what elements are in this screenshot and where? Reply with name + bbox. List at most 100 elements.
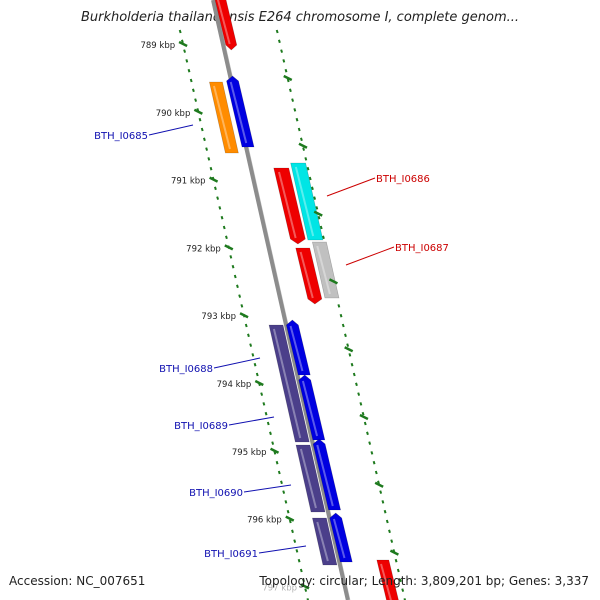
gene-bth-i0686-red [273, 167, 306, 245]
gene-bth-i0690-slate-shine [299, 448, 317, 509]
tick-dot [295, 117, 299, 122]
leader-line [243, 484, 292, 493]
tick-dot [255, 372, 259, 377]
tick-dot [379, 490, 383, 494]
ruler-label: 794 kbp [217, 380, 252, 390]
gene-label: BTH_I0685 [94, 131, 148, 142]
tick-dot [317, 215, 321, 220]
accession-text: Accession: NC_007651 [9, 574, 146, 588]
gene-bth-i0690-slate-body [295, 444, 326, 513]
major-tick [254, 379, 264, 387]
features-layer [209, 0, 399, 600]
tick-dot [178, 29, 182, 34]
tick-dot [297, 558, 301, 563]
ruler-label: 789 kbp [140, 41, 175, 51]
ruler-label: 795 kbp [232, 448, 267, 458]
tick-dot [220, 215, 224, 220]
tick-dot [275, 29, 279, 34]
tick-dot [286, 78, 290, 83]
tick-dot [306, 166, 310, 171]
major-tick [193, 108, 203, 115]
gene-bth-i0688-blue-shine [289, 325, 304, 372]
tick-dot [359, 402, 363, 406]
tick-dot [264, 411, 268, 416]
tick-dot [363, 421, 367, 426]
tick-dot [222, 225, 226, 230]
tick-dot [260, 392, 264, 396]
tick-dot [231, 264, 235, 269]
gene-bth-i0687-grey [312, 241, 340, 299]
tick-dot [315, 206, 319, 210]
tick-dot [339, 313, 343, 318]
gene-label: BTH_I0686 [376, 174, 430, 185]
tick-dot [366, 431, 369, 436]
map-title: Burkholderia thailandensis E264 chromoso… [80, 10, 520, 25]
major-tick [328, 278, 339, 285]
tick-dot [361, 411, 365, 416]
tick-dot [240, 304, 244, 308]
tick-dot [322, 235, 325, 240]
tick-dot [266, 421, 270, 426]
major-tick [313, 210, 323, 217]
gene-red-top-body [214, 0, 238, 51]
gene-bth-i0685-orange-body [209, 81, 239, 154]
tick-dot [299, 568, 303, 573]
tick-dot [203, 137, 206, 142]
gene-bth-i0691-slate-body [312, 517, 338, 566]
gene-bth-i0686-cyan [290, 162, 324, 241]
genome-summary: Topology: circular; Length: 3,809,201 bp… [259, 574, 589, 588]
gene-bth-i0691-blue-shine [332, 518, 346, 559]
major-tick [285, 515, 295, 522]
leader-line [326, 177, 376, 197]
tick-dot [297, 127, 301, 132]
gene-bth-i0686-cyan-shine [294, 166, 315, 237]
major-tick [300, 583, 310, 590]
tick-dot [374, 470, 378, 475]
tick-dot [229, 255, 233, 259]
tick-dot [249, 343, 253, 347]
tick-dot [394, 558, 398, 563]
tick-dot [251, 353, 255, 357]
gene-label: BTH_I0691 [204, 549, 258, 560]
tick-dot [280, 49, 284, 53]
gene-bth-i0688-slate-body [268, 324, 310, 443]
ruler-label: 790 kbp [156, 109, 191, 119]
gene-bth-i0686-red-shine [278, 171, 297, 239]
gene-bth-i0688-slate-shine [272, 328, 302, 439]
tick-dot [214, 186, 217, 191]
gene-bth-i0685-orange [209, 81, 239, 154]
tick-dot [225, 235, 228, 240]
gene-bth-i0691-slate [312, 517, 338, 566]
tick-dot [344, 333, 347, 338]
tick-dot [187, 68, 191, 73]
leader-line [345, 246, 395, 266]
gene-bth-i0687-grey-shine [316, 245, 331, 295]
tick-dot [355, 382, 358, 387]
gene-bth-i0691-blue-body [329, 512, 353, 563]
gene-label: BTH_I0689 [174, 421, 228, 432]
gene-bth-i0687-grey-body [312, 241, 340, 299]
leader-line [148, 124, 194, 136]
gene-bth-i0687-red-body [295, 247, 323, 305]
gene-bth-i0688-slate [268, 324, 310, 443]
tick-dot [313, 196, 317, 200]
tick-dot [399, 578, 402, 583]
gene-bth-i0685-blue-shine [229, 81, 248, 144]
gene-bth-i0685-orange-shine [213, 85, 231, 150]
tick-dot [200, 127, 204, 132]
tick-dot [194, 98, 198, 102]
tick-dot [383, 509, 387, 514]
gene-red-bottom [376, 559, 399, 600]
leader-line [258, 545, 307, 554]
tick-dot [280, 480, 283, 485]
gene-bth-i0685-blue-body [226, 75, 255, 148]
gene-bth-i0687-red-shine [299, 251, 314, 299]
tick-dot [348, 353, 352, 357]
tick-dot [247, 333, 250, 338]
leader-line [228, 416, 275, 426]
tick-dot [253, 362, 257, 367]
major-tick [298, 142, 308, 149]
tick-dot [302, 147, 306, 151]
tick-dot [189, 78, 193, 83]
